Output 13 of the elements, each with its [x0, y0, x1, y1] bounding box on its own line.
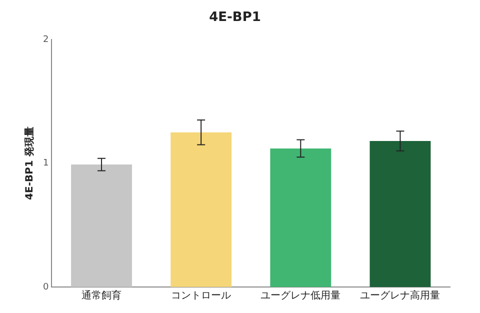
y-tick-label: 2 — [42, 34, 49, 45]
bar — [71, 164, 132, 287]
y-tick-label: 1 — [42, 158, 49, 169]
y-tick-label: 0 — [42, 282, 49, 292]
x-tick-label: ユーグレナ低用量 — [260, 290, 341, 302]
x-tick-label: 通常飼育 — [82, 290, 122, 302]
y-axis-title: 4E-BP1 発現量 — [24, 126, 36, 200]
bar — [370, 141, 431, 287]
bar — [270, 148, 332, 287]
bar — [170, 132, 232, 287]
chart-title: 4E-BP1 — [209, 10, 261, 26]
x-tick-label: コントロール — [171, 290, 232, 302]
x-tick-label: ユーグレナ高用量 — [360, 290, 440, 302]
